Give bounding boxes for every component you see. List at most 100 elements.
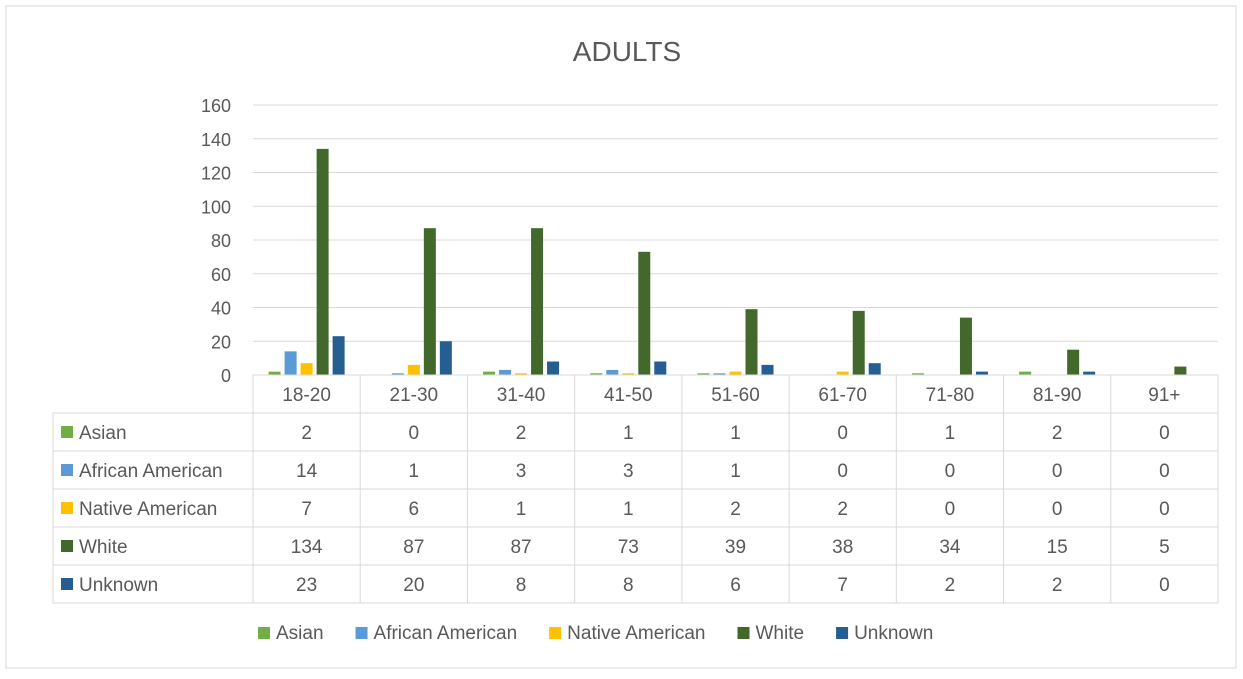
data-label: 87	[510, 537, 531, 558]
chart-title: ADULTS	[573, 36, 681, 67]
data-label: 3	[623, 461, 634, 482]
data-label: 5	[1159, 537, 1170, 558]
y-tick-label: 20	[211, 332, 231, 352]
bar-white	[852, 310, 865, 375]
data-label: 0	[1159, 575, 1170, 596]
bar-unknown	[1083, 371, 1096, 375]
data-label: 6	[409, 499, 420, 520]
data-label: 0	[1159, 461, 1170, 482]
x-tick-label: 91+	[1148, 385, 1180, 406]
legend-swatch	[836, 627, 849, 639]
bar-african-american	[606, 369, 619, 375]
y-tick-label: 0	[221, 366, 231, 386]
bar-african-american	[284, 351, 297, 375]
legend-item: African American	[355, 623, 517, 644]
bar-unknown	[975, 371, 988, 375]
data-label: 8	[516, 575, 527, 596]
legend-label: Native American	[567, 623, 705, 644]
data-label: 73	[618, 537, 639, 558]
x-tick-label: 21-30	[390, 385, 439, 406]
legend-item: White	[737, 623, 805, 644]
data-label: 8	[623, 575, 634, 596]
bar-asian	[911, 373, 924, 375]
legend-label: Asian	[276, 623, 324, 644]
x-tick-label: 31-40	[497, 385, 546, 406]
legend-label: Unknown	[854, 623, 933, 644]
table-legend-key	[61, 578, 73, 590]
bar-native-american	[407, 364, 420, 375]
data-label: 2	[1052, 423, 1063, 444]
legend-swatch	[737, 627, 750, 639]
bar-white	[1067, 349, 1080, 375]
bar-native-american	[622, 373, 635, 375]
legend-item: Unknown	[836, 623, 933, 644]
x-tick-label: 61-70	[818, 385, 867, 406]
data-label: 7	[301, 499, 312, 520]
data-label: 2	[730, 499, 741, 520]
bar-unknown	[654, 361, 667, 375]
data-label: 2	[837, 499, 848, 520]
bar-asian	[1019, 371, 1032, 375]
y-tick-label: 60	[211, 265, 231, 285]
legend-swatch	[549, 627, 562, 639]
table-series-name: Native American	[79, 499, 217, 520]
data-label: 0	[837, 461, 848, 482]
data-label: 1	[730, 461, 741, 482]
bar-unknown	[761, 364, 774, 375]
bar-native-american	[300, 363, 313, 375]
data-label: 0	[1159, 423, 1170, 444]
table-series-name: Asian	[79, 423, 127, 444]
data-label: 0	[1052, 499, 1063, 520]
bar-native-american	[515, 373, 528, 375]
data-label: 2	[301, 423, 312, 444]
bar-white	[423, 228, 436, 375]
y-tick-label: 100	[201, 197, 231, 217]
data-label: 2	[1052, 575, 1063, 596]
data-label: 39	[725, 537, 746, 558]
data-label: 20	[403, 575, 424, 596]
x-tick-label: 41-50	[604, 385, 653, 406]
data-label: 1	[623, 499, 634, 520]
bar-white	[316, 148, 329, 375]
data-label: 1	[623, 423, 634, 444]
x-tick-label: 71-80	[926, 385, 975, 406]
bar-unknown	[547, 361, 560, 375]
bar-white	[531, 228, 544, 375]
data-label: 2	[516, 423, 527, 444]
data-label: 1	[516, 499, 527, 520]
gridlines	[253, 104, 1218, 376]
bar-white	[959, 317, 972, 375]
bar-white	[745, 309, 758, 375]
data-label: 6	[730, 575, 741, 596]
y-tick-label: 140	[201, 130, 231, 150]
bar-unknown	[439, 341, 452, 375]
table-legend-key	[61, 464, 73, 476]
data-label: 0	[1052, 461, 1063, 482]
legend: Asian African American Native American Whit…	[258, 623, 933, 644]
data-label: 3	[516, 461, 527, 482]
data-label: 1	[409, 461, 420, 482]
bar-native-american	[836, 371, 849, 375]
bar-white	[1174, 366, 1187, 375]
table-series-name: African American	[79, 461, 223, 482]
data-label: 87	[403, 537, 424, 558]
data-label: 0	[1159, 499, 1170, 520]
y-axis-ticks: 0 20 40 60 80 100 120 140 160	[201, 96, 231, 386]
y-tick-label: 40	[211, 299, 231, 319]
table-series-name: White	[79, 537, 128, 558]
data-label: 7	[837, 575, 848, 596]
data-label: 0	[837, 423, 848, 444]
x-tick-label: 51-60	[711, 385, 760, 406]
legend-label: White	[756, 623, 805, 644]
data-label: 2	[945, 575, 956, 596]
bar-african-american	[713, 373, 726, 375]
x-tick-label: 81-90	[1033, 385, 1082, 406]
bar-african-american	[499, 369, 512, 375]
y-tick-label: 160	[201, 96, 231, 116]
data-label: 14	[296, 461, 318, 482]
x-tick-label: 18-20	[282, 385, 331, 406]
table-series-name: Unknown	[79, 575, 158, 596]
legend-swatch	[258, 627, 270, 639]
bars	[268, 148, 1187, 375]
